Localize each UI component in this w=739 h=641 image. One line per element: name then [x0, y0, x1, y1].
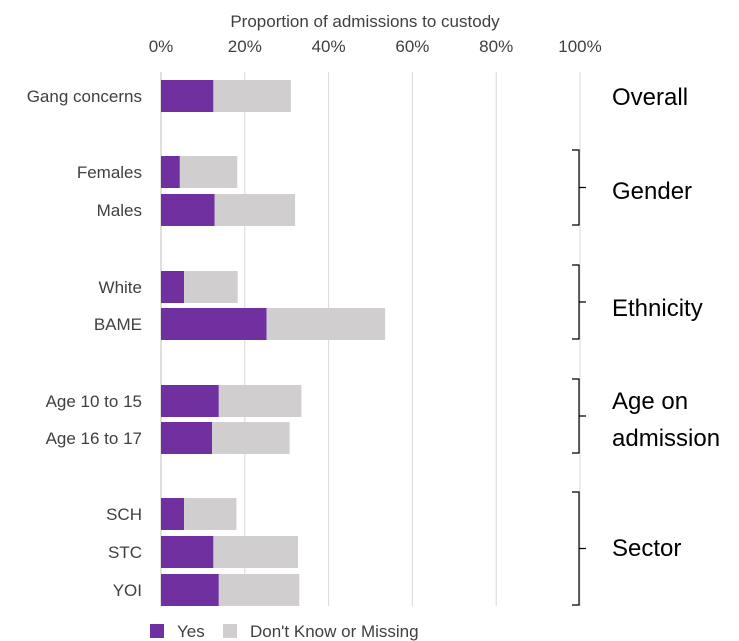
category-label: White [99, 278, 142, 297]
category-label: STC [108, 543, 142, 562]
x-tick-label: 40% [312, 37, 346, 56]
bar-yes [161, 422, 213, 454]
x-tick-label: 0% [149, 37, 174, 56]
category-label: SCH [106, 505, 142, 524]
bars [161, 80, 386, 606]
x-tick-label: 80% [479, 37, 513, 56]
bar-yes [161, 574, 219, 606]
group-bracket [572, 378, 586, 454]
category-label: Gang concerns [27, 87, 142, 106]
bar-dont-know [213, 536, 299, 568]
category-label: BAME [94, 315, 142, 334]
group-label: Sector [612, 535, 681, 562]
legend: Yes Don't Know or Missing [150, 622, 419, 641]
bar-yes [161, 385, 219, 417]
group-label: Age on [612, 388, 688, 415]
bar-yes [161, 271, 185, 303]
bar-yes [161, 156, 180, 188]
legend-label: Don't Know or Missing [250, 622, 419, 641]
bar-dont-know [184, 271, 238, 303]
category-label: Males [97, 201, 142, 220]
bar-yes [161, 80, 214, 112]
bar-dont-know [213, 80, 291, 112]
category-label: Age 16 to 17 [46, 429, 142, 448]
group-bracket [572, 264, 586, 340]
bar-dont-know [266, 308, 386, 340]
group-label: Overall [612, 84, 688, 111]
bar-dont-know [218, 574, 300, 606]
group-bracket [572, 149, 586, 226]
bar-dont-know [218, 385, 302, 417]
bar-yes [161, 498, 185, 530]
bar-yes [161, 536, 214, 568]
group-label: Gender [612, 178, 692, 205]
legend-swatch-yes [150, 624, 164, 638]
legend-swatch-dont-know [223, 624, 237, 638]
x-tick-label: 60% [395, 37, 429, 56]
x-tick-label: 100% [558, 37, 601, 56]
group-bracket [572, 491, 586, 606]
category-label: Age 10 to 15 [46, 392, 142, 411]
category-label: YOI [113, 581, 142, 600]
x-tick-label: 20% [228, 37, 262, 56]
bar-dont-know [179, 156, 238, 188]
group-label: Ethnicity [612, 295, 703, 322]
bar-dont-know [184, 498, 237, 530]
legend-label: Yes [177, 622, 205, 641]
category-label: Females [77, 163, 142, 182]
group-labels: Overall Gender Ethnicity Age on admission Sec… [572, 84, 720, 606]
x-axis-ticks: 0% 20% 40% 60% 80% 100% [149, 37, 602, 56]
category-labels: Gang concerns Females Males White BAME Age 10… [27, 87, 142, 600]
bar-yes [161, 194, 215, 226]
bar-dont-know [212, 422, 290, 454]
bar-yes [161, 308, 267, 340]
group-label: admission [612, 425, 720, 452]
bar-dont-know [214, 194, 296, 226]
chart-title: Proportion of admissions to custody [230, 12, 500, 31]
